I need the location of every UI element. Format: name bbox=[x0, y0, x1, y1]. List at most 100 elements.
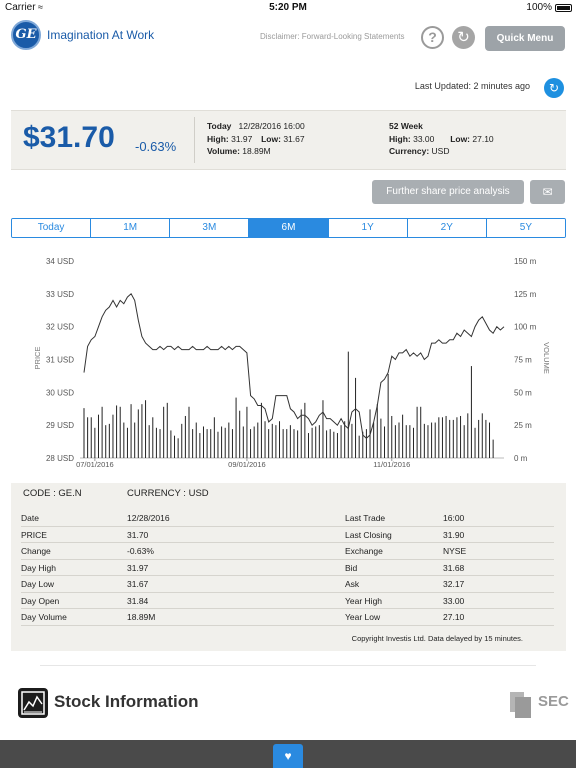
field-label: Change bbox=[21, 546, 51, 556]
tab-today[interactable]: Today bbox=[12, 219, 92, 237]
field-value: 31.68 bbox=[443, 562, 465, 573]
field-label: Year Low bbox=[345, 612, 381, 622]
quick-menu-button[interactable]: Quick Menu bbox=[485, 26, 565, 51]
quote-summary: $31.70 -0.63% Today 12/28/2016 16:00 Hig… bbox=[11, 110, 566, 170]
table-row: Day Low 31.67 Ask 32.17 bbox=[21, 576, 554, 593]
field-value: 31.84 bbox=[127, 595, 149, 606]
today-datetime: 12/28/2016 16:00 bbox=[238, 121, 305, 131]
today-summary: Today 12/28/2016 16:00 High: 31.97 Low: … bbox=[207, 120, 309, 157]
today-label: Today bbox=[207, 121, 232, 131]
disclaimer-link[interactable]: Disclaimer: Forward-Looking Statements bbox=[260, 32, 405, 41]
refresh-button[interactable]: ↻ bbox=[544, 78, 564, 98]
tab-1m[interactable]: 1M bbox=[91, 219, 171, 237]
y2-tick-label: 100 m bbox=[514, 323, 537, 332]
table-row: Date 12/28/2016 Last Trade 16:00 bbox=[21, 510, 554, 527]
today-low: 31.67 bbox=[283, 134, 305, 144]
y-tick-label: 33 USD bbox=[46, 290, 74, 299]
field-value: 31.67 bbox=[127, 579, 149, 589]
divider bbox=[194, 117, 195, 163]
field-value: NYSE bbox=[443, 546, 467, 556]
stock-data-panel: CODE : GE.N CURRENCY : USD Date 12/28/201… bbox=[11, 483, 566, 651]
field-value: 27.10 bbox=[443, 612, 465, 622]
table-row: Day Volume 18.89M Year Low 27.10 bbox=[21, 609, 554, 626]
help-button[interactable]: ? bbox=[421, 26, 444, 49]
sec-filings-link[interactable]: SEC bbox=[538, 693, 569, 710]
battery-percent: 100% bbox=[526, 2, 552, 13]
y2-tick-label: 150 m bbox=[514, 257, 537, 266]
y-tick-label: 34 USD bbox=[46, 257, 74, 266]
tab-3m[interactable]: 3M bbox=[170, 219, 250, 237]
code-label: CODE : GE.N bbox=[23, 488, 82, 499]
field-value: 32.17 bbox=[443, 579, 465, 589]
app-header: GE Imagination At Work Disclaimer: Forwa… bbox=[0, 16, 576, 58]
price-volume-chart[interactable]: 34 USD 33 USD 32 USD 31 USD 30 USD 29 USD 28 U… bbox=[0, 248, 576, 476]
chart-icon bbox=[18, 688, 48, 718]
field-label: Day Open bbox=[21, 595, 60, 606]
y2-tick-label: 125 m bbox=[514, 290, 537, 299]
tab-5y[interactable]: 5Y bbox=[486, 219, 565, 237]
carrier-label: Carrier bbox=[5, 2, 36, 13]
field-value: 31.97 bbox=[127, 562, 149, 573]
y2-axis-title: VOLUME bbox=[542, 342, 551, 374]
field-label: Year High bbox=[345, 595, 383, 606]
document-icon bbox=[508, 690, 534, 720]
field-value: 31.90 bbox=[443, 529, 465, 540]
status-bar: Carrier ≈ 5:20 PM 100% bbox=[0, 0, 576, 16]
reload-button[interactable]: ↻ bbox=[452, 26, 475, 49]
field-label: Day High bbox=[21, 562, 56, 573]
brand-tagline: Imagination At Work bbox=[47, 28, 155, 42]
table-row: Day Open 31.84 Year High 33.00 bbox=[21, 593, 554, 609]
currency-value: USD bbox=[431, 146, 450, 156]
field-value: -0.63% bbox=[127, 546, 154, 556]
price-line bbox=[83, 293, 505, 439]
stock-information-title[interactable]: Stock Information bbox=[54, 692, 199, 711]
favourite-button[interactable]: ♥ bbox=[273, 744, 303, 768]
today-high-label: High: bbox=[207, 134, 229, 144]
mail-icon: ✉ bbox=[542, 185, 553, 199]
currency-header: CURRENCY : USD bbox=[127, 488, 209, 499]
y2-tick-label: 75 m bbox=[514, 356, 532, 365]
y-tick-label: 32 USD bbox=[46, 323, 74, 332]
data-panel-header: CODE : GE.N CURRENCY : USD bbox=[11, 483, 566, 503]
y-axis-title: PRICE bbox=[33, 347, 42, 370]
tab-6m[interactable]: 6M bbox=[249, 219, 329, 237]
field-value: 31.70 bbox=[127, 529, 149, 540]
y-tick-label: 29 USD bbox=[46, 421, 74, 430]
y2-tick-label: 0 m bbox=[514, 454, 528, 463]
field-value: 18.89M bbox=[127, 612, 156, 622]
field-label: Bid bbox=[345, 562, 358, 573]
week52-low: 27.10 bbox=[472, 134, 494, 144]
divider bbox=[40, 665, 536, 666]
ge-logo[interactable]: GE bbox=[11, 20, 41, 50]
y2-tick-label: 25 m bbox=[514, 421, 532, 430]
week52-high: 33.00 bbox=[413, 134, 435, 144]
field-value: 33.00 bbox=[443, 595, 465, 606]
heart-icon: ♥ bbox=[284, 749, 292, 763]
tab-2y[interactable]: 2Y bbox=[407, 219, 487, 237]
further-analysis-button[interactable]: Further share price analysis bbox=[372, 180, 524, 204]
field-label: Day Volume bbox=[21, 612, 67, 622]
field-label: Last Closing bbox=[345, 529, 392, 540]
price-change: -0.63% bbox=[135, 139, 177, 154]
week52-high-label: High: bbox=[389, 134, 411, 144]
today-volume-label: Volume: bbox=[207, 146, 240, 156]
refresh-icon: ↻ bbox=[548, 81, 560, 95]
field-label: PRICE bbox=[21, 529, 47, 540]
field-value: 16:00 bbox=[443, 513, 465, 523]
today-volume: 18.89M bbox=[242, 146, 271, 156]
copyright-notice: Copyright Investis Ltd. Data delayed by … bbox=[351, 634, 523, 643]
email-button[interactable]: ✉ bbox=[530, 180, 565, 204]
x-tick-label: 07/01/2016 bbox=[76, 460, 114, 469]
week52-low-label: Low: bbox=[450, 134, 471, 144]
y-tick-label: 30 USD bbox=[46, 388, 74, 397]
currency-label: Currency: bbox=[389, 146, 430, 156]
battery-icon bbox=[555, 4, 572, 12]
period-tabs: Today 1M 3M 6M 1Y 2Y 5Y bbox=[11, 218, 566, 238]
table-row: Day High 31.97 Bid 31.68 bbox=[21, 560, 554, 576]
today-low-label: Low: bbox=[261, 134, 281, 144]
refresh-icon: ↻ bbox=[457, 29, 470, 46]
last-updated-text: Last Updated: 2 minutes ago bbox=[414, 81, 530, 91]
tab-1y[interactable]: 1Y bbox=[328, 219, 408, 237]
y-tick-label: 28 USD bbox=[46, 454, 74, 463]
